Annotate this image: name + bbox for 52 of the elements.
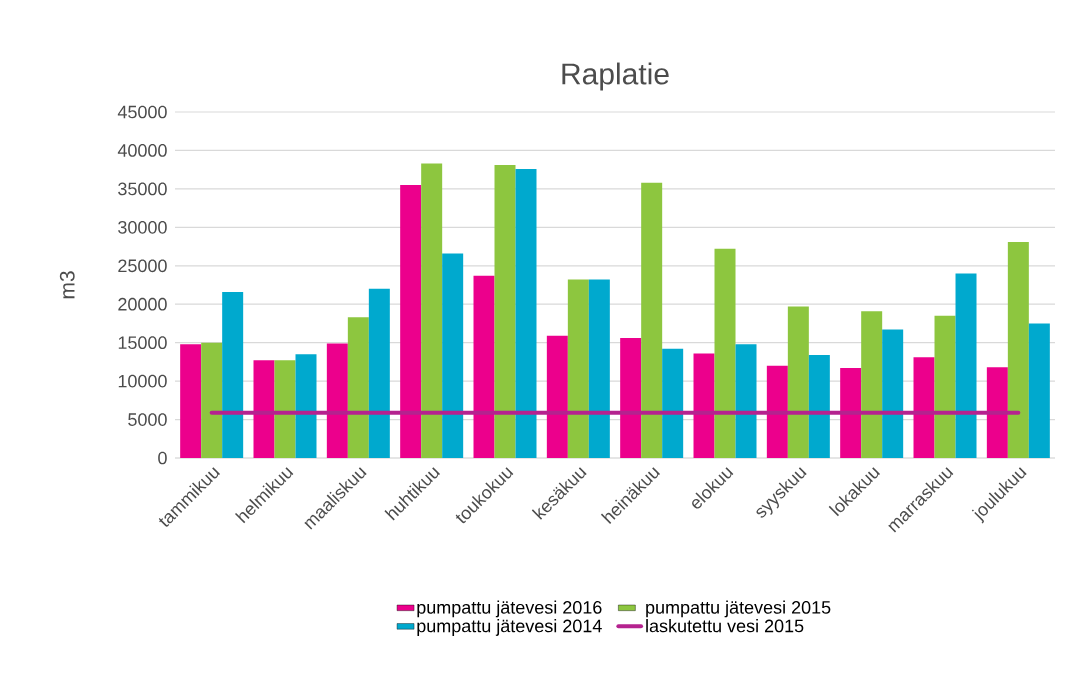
- legend-label: laskutettu vesi 2015: [646, 619, 804, 633]
- bar: [714, 248, 736, 458]
- y-tick-label: 40000: [117, 144, 167, 157]
- bar: [861, 311, 883, 458]
- bar: [1028, 323, 1050, 458]
- bar: [641, 182, 663, 458]
- bar: [473, 275, 495, 458]
- bar: [787, 306, 809, 458]
- bar: [588, 279, 610, 458]
- bar: [222, 291, 244, 458]
- bar: [840, 368, 862, 458]
- bar: [515, 168, 537, 458]
- bar: [253, 360, 275, 458]
- y-tick-label: 25000: [118, 259, 167, 273]
- y-tick-label: 20000: [118, 297, 167, 311]
- bar: [567, 279, 589, 458]
- y-tick-label: 10000: [118, 374, 167, 388]
- bar: [735, 344, 757, 458]
- bar: [400, 185, 422, 458]
- bar: [347, 317, 369, 458]
- bar: [620, 338, 642, 458]
- bar: [808, 354, 830, 458]
- bar: [180, 344, 202, 458]
- bar: [986, 367, 1008, 458]
- bar: [201, 342, 223, 458]
- bar: [662, 348, 684, 458]
- bar: [274, 360, 296, 458]
- y-tick-label: 35000: [118, 182, 167, 196]
- bar: [326, 343, 348, 458]
- y-tick-label: 15000: [118, 336, 167, 350]
- bar: [934, 315, 956, 458]
- legend-label: pumpattu jätevesi 2016: [417, 600, 602, 618]
- bar: [546, 335, 568, 458]
- bar: [368, 288, 390, 458]
- bar: [442, 253, 464, 458]
- y-axis-title: m3: [59, 271, 75, 299]
- y-tick-label: 45000: [117, 105, 167, 119]
- bar: [913, 357, 935, 458]
- bar: [955, 273, 977, 458]
- bar: [882, 329, 904, 458]
- y-tick-label: 5000: [128, 413, 167, 426]
- bar: [494, 165, 516, 458]
- bar: [421, 163, 443, 458]
- legend-label: pumpattu jätevesi 2014: [417, 619, 602, 636]
- bar: [693, 353, 715, 458]
- y-tick-label: 30000: [118, 220, 167, 234]
- chart-title: Raplatie: [562, 62, 669, 91]
- bar: [1007, 241, 1029, 458]
- bar: [766, 365, 788, 458]
- y-tick-label: 0: [158, 451, 167, 465]
- legend-label: pumpattu jätevesi 2015: [646, 600, 831, 618]
- bar: [295, 354, 317, 458]
